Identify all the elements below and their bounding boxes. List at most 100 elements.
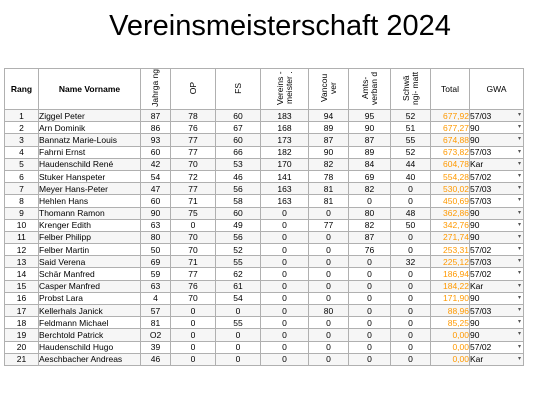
- vancouver-cell: 0: [308, 255, 349, 269]
- amtsverband-cell: 87: [348, 230, 391, 245]
- dropdown-arrow-icon[interactable]: ▾: [517, 355, 521, 362]
- gwa-select[interactable]: 90 ▾: [469, 133, 524, 147]
- schwingimatt-cell: 0: [390, 279, 431, 293]
- schwingimatt-cell: 0: [390, 267, 431, 281]
- fs-cell: 46: [215, 169, 261, 184]
- vereinsmeister-cell: 141: [260, 169, 309, 184]
- gwa-select[interactable]: 90 ▾: [469, 291, 524, 306]
- fs-cell: 60: [215, 108, 261, 123]
- gwa-select[interactable]: 57/02 ▾: [469, 267, 524, 281]
- gwa-value: Kar: [470, 281, 484, 292]
- name-cell: Thomann Ramon: [38, 206, 141, 220]
- vancouver-cell: 0: [308, 340, 349, 354]
- name-cell: Krenger Edith: [38, 218, 141, 232]
- page-title: Vereinsmeisterschaft 2024: [109, 10, 451, 42]
- op-cell: 0: [170, 303, 216, 318]
- gwa-value: Kar: [470, 354, 484, 365]
- dropdown-arrow-icon[interactable]: ▾: [517, 124, 521, 131]
- table-row: 21 Aeschbacher Andreas 46 0 0 0 0 0 0 0,00 Kar ▾: [4, 352, 524, 366]
- gwa-select[interactable]: Kar ▾: [469, 157, 524, 171]
- gwa-select[interactable]: 57/02 ▾: [469, 340, 524, 354]
- gwa-select[interactable]: 57/03 ▾: [469, 255, 524, 269]
- op-cell: 70: [170, 157, 216, 171]
- table-row: 15 Casper Manfred 63 76 61 0 0 0 0 184,22 Kar ▾: [4, 279, 524, 293]
- rank-cell: 8: [4, 194, 39, 208]
- gwa-select[interactable]: 90 ▾: [469, 328, 524, 342]
- gwa-select[interactable]: 90 ▾: [469, 218, 524, 232]
- op-cell: 78: [170, 108, 216, 123]
- dropdown-arrow-icon[interactable]: ▾: [517, 209, 521, 216]
- gwa-select[interactable]: 57/03 ▾: [469, 145, 524, 159]
- gwa-value: 57/03: [470, 110, 492, 121]
- gwa-select[interactable]: 57/02 ▾: [469, 243, 524, 257]
- dropdown-arrow-icon[interactable]: ▾: [517, 307, 521, 313]
- schwingimatt-cell: 52: [390, 145, 431, 159]
- gwa-select[interactable]: 57/02 ▾: [469, 169, 524, 184]
- table-row: 5 Haudenschild René 42 70 53 170 82 84 44 604,78 K…: [4, 157, 524, 171]
- jahrgang-cell: 86: [140, 121, 171, 135]
- dropdown-arrow-icon[interactable]: ▾: [517, 246, 521, 253]
- vereinsmeister-cell: 183: [260, 108, 309, 123]
- dropdown-arrow-icon[interactable]: ▾: [517, 319, 521, 326]
- gwa-select[interactable]: Kar ▾: [469, 279, 524, 293]
- gwa-select[interactable]: 90 ▾: [469, 206, 524, 220]
- amtsverband-cell: 0: [348, 340, 391, 354]
- jahrgang-cell: 93: [140, 133, 171, 147]
- gwa-value: 90: [470, 220, 480, 231]
- amtsverband-cell: 80: [348, 206, 391, 220]
- table-row: 11 Felber Philipp 80 70 56 0 0 87 0 271,74 90 ▾: [4, 230, 524, 245]
- name-cell: Felber Philipp: [38, 230, 141, 245]
- total-cell: 450,69: [430, 194, 470, 208]
- gwa-select[interactable]: 90 ▾: [469, 121, 524, 135]
- table-row: 18 Feldmann Michael 81 0 55 0 0 0 0 85,25 90 ▾: [4, 316, 524, 330]
- dropdown-arrow-icon[interactable]: ▾: [517, 148, 521, 155]
- total-cell: 186,94: [430, 267, 470, 281]
- op-cell: 71: [170, 255, 216, 269]
- amtsverband-cell: 76: [348, 243, 391, 257]
- dropdown-arrow-icon[interactable]: ▾: [517, 197, 521, 204]
- vancouver-cell: 90: [308, 145, 349, 159]
- ranking-table: Rang Name Vorname Jahrga ng OP FS Verein…: [4, 68, 524, 366]
- gwa-select[interactable]: Kar ▾: [469, 352, 524, 366]
- total-cell: 85,25: [430, 316, 470, 330]
- gwa-select[interactable]: 57/03 ▾: [469, 182, 524, 196]
- gwa-value: 57/03: [470, 305, 492, 316]
- fs-cell: 0: [215, 328, 261, 342]
- fs-cell: 61: [215, 279, 261, 293]
- dropdown-arrow-icon[interactable]: ▾: [517, 270, 521, 277]
- dropdown-arrow-icon[interactable]: ▾: [517, 233, 521, 240]
- rank-cell: 15: [4, 279, 39, 293]
- gwa-select[interactable]: 57/03 ▾: [469, 108, 524, 123]
- dropdown-arrow-icon[interactable]: ▾: [517, 331, 521, 338]
- dropdown-arrow-icon[interactable]: ▾: [517, 185, 521, 192]
- vereinsmeister-cell: 0: [260, 279, 309, 293]
- table-row: 10 Krenger Edith 63 0 49 0 77 82 50 342,76 90 ▾: [4, 218, 524, 232]
- jahrgang-cell: 63: [140, 279, 171, 293]
- total-cell: 0,00: [430, 352, 470, 366]
- total-cell: 530,02: [430, 182, 470, 196]
- dropdown-arrow-icon[interactable]: ▾: [517, 136, 521, 143]
- header-rang: Rang: [4, 68, 39, 110]
- dropdown-arrow-icon[interactable]: ▾: [517, 172, 521, 179]
- total-cell: 554,28: [430, 169, 470, 184]
- dropdown-arrow-icon[interactable]: ▾: [517, 221, 521, 228]
- dropdown-arrow-icon[interactable]: ▾: [517, 294, 521, 301]
- gwa-value: 90: [470, 317, 480, 328]
- fs-cell: 0: [215, 303, 261, 318]
- schwingimatt-cell: 0: [390, 316, 431, 330]
- gwa-select[interactable]: 90 ▾: [469, 230, 524, 245]
- dropdown-arrow-icon[interactable]: ▾: [517, 112, 521, 118]
- amtsverband-cell: 0: [348, 267, 391, 281]
- rank-cell: 12: [4, 243, 39, 257]
- dropdown-arrow-icon[interactable]: ▾: [517, 343, 521, 350]
- jahrgang-cell: 80: [140, 230, 171, 245]
- jahrgang-cell: 63: [140, 218, 171, 232]
- gwa-select[interactable]: 90 ▾: [469, 316, 524, 330]
- dropdown-arrow-icon[interactable]: ▾: [517, 258, 521, 265]
- header-op: OP: [170, 68, 216, 110]
- dropdown-arrow-icon[interactable]: ▾: [517, 282, 521, 289]
- fs-cell: 58: [215, 194, 261, 208]
- gwa-select[interactable]: 57/03 ▾: [469, 194, 524, 208]
- gwa-select[interactable]: 57/03 ▾: [469, 303, 524, 318]
- dropdown-arrow-icon[interactable]: ▾: [517, 160, 521, 167]
